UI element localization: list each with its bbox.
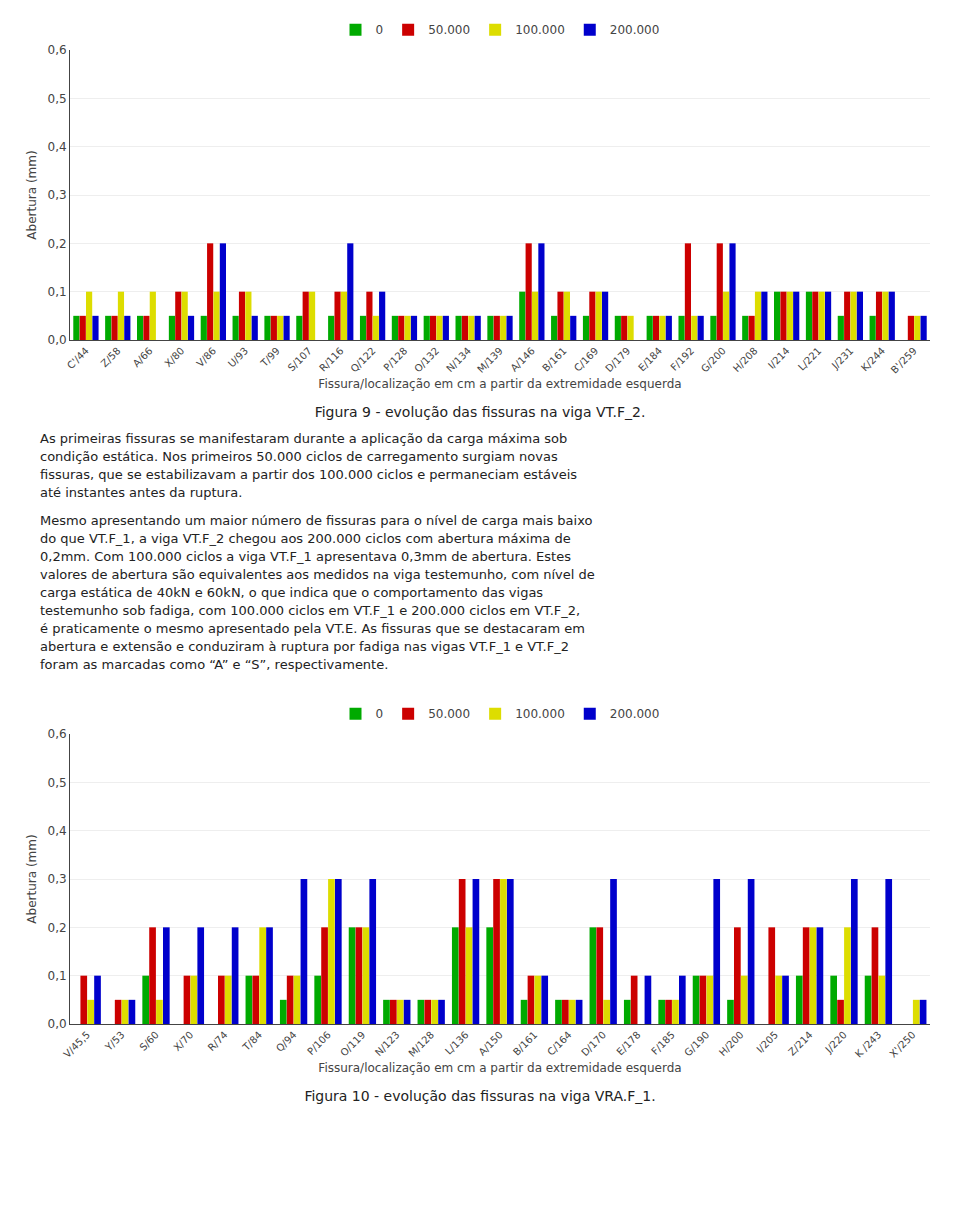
svg-text:D/179: D/179 xyxy=(603,345,632,374)
svg-text:B/161: B/161 xyxy=(540,345,569,374)
svg-text:0: 0 xyxy=(376,707,384,721)
svg-text:G/190: G/190 xyxy=(682,1029,711,1058)
svg-text:I/205: I/205 xyxy=(754,1029,780,1055)
svg-text:Abertura (mm): Abertura (mm) xyxy=(25,834,39,923)
html-text:Figura 10 - evolução das fissu: Figura 10 - evolução das fissuras na vig… xyxy=(304,1088,656,1104)
svg-text:0,1: 0,1 xyxy=(48,969,67,983)
svg-text:T/99: T/99 xyxy=(258,345,282,369)
svg-text:G/200: G/200 xyxy=(699,345,728,374)
svg-text:Abertura (mm): Abertura (mm) xyxy=(25,150,39,239)
svg-text:E/184: E/184 xyxy=(636,345,664,373)
svg-text:0: 0 xyxy=(376,23,384,37)
svg-text:C/169: C/169 xyxy=(572,345,601,374)
svg-text:V/86: V/86 xyxy=(194,345,218,369)
svg-text:B'/259: B'/259 xyxy=(889,345,919,375)
svg-text:F/192: F/192 xyxy=(668,345,696,373)
svg-text:200.000: 200.000 xyxy=(610,707,660,721)
svg-text:0,0: 0,0 xyxy=(48,1017,67,1031)
svg-text:A/66: A/66 xyxy=(131,345,155,369)
svg-text:0,0: 0,0 xyxy=(48,333,67,347)
svg-text:L/136: L/136 xyxy=(443,1029,471,1057)
html-text:As primeiras fissuras se manif: As primeiras fissuras se manifestaram du… xyxy=(40,431,577,500)
svg-text:J/220: J/220 xyxy=(822,1029,848,1055)
svg-text:M/128: M/128 xyxy=(406,1029,436,1059)
svg-text:U/93: U/93 xyxy=(226,345,250,369)
svg-text:F/185: F/185 xyxy=(649,1029,677,1057)
svg-text:T/84: T/84 xyxy=(240,1029,264,1053)
svg-text:N/123: N/123 xyxy=(373,1029,402,1058)
svg-text:I/214: I/214 xyxy=(766,345,792,371)
svg-text:100.000: 100.000 xyxy=(515,707,565,721)
svg-text:M/139: M/139 xyxy=(475,345,505,375)
svg-text:0,1: 0,1 xyxy=(48,285,67,299)
svg-text:0,4: 0,4 xyxy=(48,140,67,154)
svg-text:R/116: R/116 xyxy=(317,345,346,374)
svg-text:S/60: S/60 xyxy=(137,1029,161,1053)
svg-text:200.000: 200.000 xyxy=(610,23,660,37)
svg-text:N/134: N/134 xyxy=(444,345,473,374)
svg-text:0,6: 0,6 xyxy=(48,727,67,741)
svg-text:0,6: 0,6 xyxy=(48,43,67,57)
svg-text:0,2: 0,2 xyxy=(48,921,67,935)
svg-text:E/178: E/178 xyxy=(614,1029,642,1057)
svg-text:X/70: X/70 xyxy=(171,1029,195,1053)
svg-text:K /243: K /243 xyxy=(853,1029,884,1060)
svg-text:P/128: P/128 xyxy=(381,345,409,373)
svg-text:Fissura/localização em cm a pa: Fissura/localização em cm a partir da ex… xyxy=(318,377,681,391)
svg-text:0,2: 0,2 xyxy=(48,237,67,251)
svg-text:Z/58: Z/58 xyxy=(99,345,123,369)
html-text:Figura 9 - evolução das fissur: Figura 9 - evolução das fissuras na viga… xyxy=(314,404,646,420)
svg-text:0,5: 0,5 xyxy=(48,92,67,106)
svg-text:V/45,5: V/45,5 xyxy=(61,1029,92,1060)
svg-text:0,3: 0,3 xyxy=(48,872,67,886)
svg-text:J/231: J/231 xyxy=(829,345,855,371)
svg-text:0,3: 0,3 xyxy=(48,188,67,202)
svg-text:L/221: L/221 xyxy=(796,345,824,373)
svg-text:B/161: B/161 xyxy=(511,1029,540,1058)
svg-text:0,4: 0,4 xyxy=(48,824,67,838)
svg-text:Q/122: Q/122 xyxy=(348,345,377,374)
svg-text:X/80: X/80 xyxy=(162,345,186,369)
svg-text:X'/250: X'/250 xyxy=(887,1029,917,1059)
svg-text:O/119: O/119 xyxy=(338,1029,367,1058)
svg-text:C'/44: C'/44 xyxy=(65,345,91,371)
svg-text:C/164: C/164 xyxy=(545,1029,574,1058)
svg-text:O/132: O/132 xyxy=(412,345,441,374)
svg-text:100.000: 100.000 xyxy=(515,23,565,37)
svg-text:R/74: R/74 xyxy=(206,1029,230,1053)
html-text:Mesmo apresentando um maior nú: Mesmo apresentando um maior número de fi… xyxy=(40,513,595,672)
svg-text:50.000: 50.000 xyxy=(428,23,470,37)
svg-text:Z/214: Z/214 xyxy=(786,1029,815,1058)
svg-text:H/208: H/208 xyxy=(731,345,760,374)
svg-text:K/244: K/244 xyxy=(859,345,887,373)
svg-text:Q/94: Q/94 xyxy=(274,1029,299,1054)
svg-text:Fissura/localização em cm a pa: Fissura/localização em cm a partir da ex… xyxy=(318,1061,681,1075)
svg-text:A/150: A/150 xyxy=(476,1029,504,1057)
svg-text:H/200: H/200 xyxy=(717,1029,746,1058)
svg-text:A/146: A/146 xyxy=(508,345,536,373)
svg-text:S/107: S/107 xyxy=(286,345,314,373)
svg-text:P/106: P/106 xyxy=(305,1029,333,1057)
svg-text:0,5: 0,5 xyxy=(48,776,67,790)
svg-text:Y/53: Y/53 xyxy=(102,1029,126,1053)
svg-text:50.000: 50.000 xyxy=(428,707,470,721)
svg-text:D/170: D/170 xyxy=(579,1029,608,1058)
